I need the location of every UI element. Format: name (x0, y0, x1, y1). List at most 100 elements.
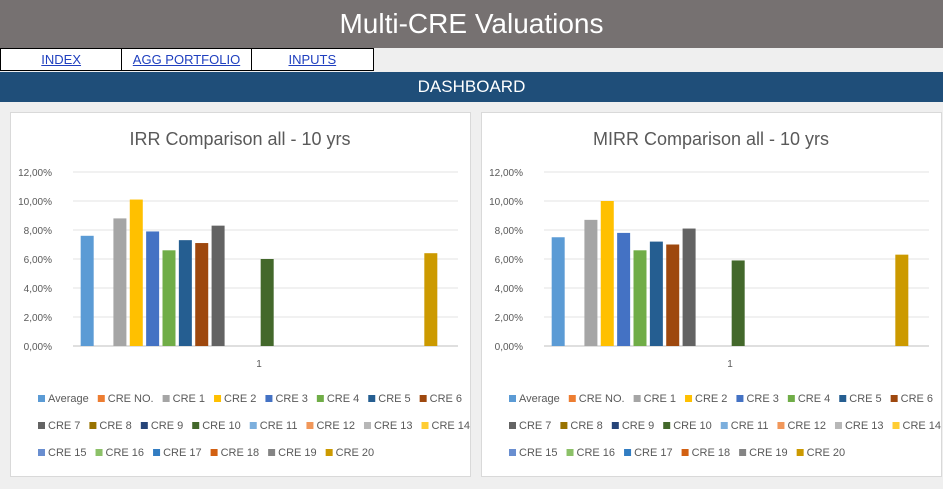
legend-label: CRE 10 (673, 420, 712, 432)
x-tick-label: 1 (256, 359, 262, 370)
legend-swatch (363, 422, 371, 429)
legend-label: CRE 17 (163, 447, 202, 459)
legend-label: CRE 14 (903, 420, 941, 432)
legend-swatch (162, 395, 170, 402)
bar-cre-7 (211, 225, 225, 346)
legend-label: CRE 11 (731, 420, 769, 432)
bar-cre-10 (260, 259, 274, 346)
legend-label: CRE NO. (579, 393, 625, 405)
bar-cre-7 (682, 228, 696, 346)
y-tick-label: 12,00% (18, 168, 52, 179)
legend-swatch (192, 422, 200, 429)
legend-swatch (38, 395, 45, 402)
bar-cre-20 (424, 253, 438, 346)
legend-label: CRE 18 (221, 447, 260, 459)
y-tick-label: 0,00% (24, 342, 52, 353)
legend-swatch (89, 422, 97, 429)
legend-label: CRE 20 (336, 447, 375, 459)
bar-cre-5 (649, 241, 663, 346)
legend-swatch (720, 422, 728, 429)
bar-cre-10 (731, 260, 745, 346)
chart-title: IRR Comparison all - 10 yrs (129, 129, 350, 149)
y-tick-label: 6,00% (24, 255, 52, 266)
nav-bar: INDEX AGG PORTFOLIO INPUTS (0, 48, 374, 71)
x-tick-label: 1 (727, 359, 733, 370)
legend-label: CRE 15 (48, 447, 87, 459)
legend-label: CRE 2 (695, 393, 727, 405)
legend-label: CRE 5 (849, 393, 881, 405)
legend-swatch (140, 422, 148, 429)
legend-label: Average (48, 393, 89, 405)
legend-label: CRE 20 (807, 447, 846, 459)
legend-label: CRE 6 (901, 393, 933, 405)
legend-swatch (787, 395, 795, 402)
legend-swatch (153, 449, 161, 456)
legend-label: CRE 7 (519, 420, 551, 432)
legend-swatch (568, 395, 576, 402)
bar-cre-2 (600, 201, 614, 346)
nav-link-inputs[interactable]: INPUTS (288, 52, 337, 67)
legend-label: CRE 12 (787, 420, 826, 432)
legend-swatch (624, 449, 632, 456)
legend-swatch (509, 422, 516, 429)
bar-cre-1 (584, 219, 598, 346)
legend-label: CRE 13 (374, 420, 413, 432)
legend-swatch (419, 395, 427, 402)
bar-cre-6 (195, 243, 209, 346)
y-tick-label: 8,00% (495, 226, 523, 237)
legend-label: CRE 19 (749, 447, 788, 459)
bar-cre-20 (895, 254, 909, 346)
legend-swatch (777, 422, 785, 429)
bar-average (551, 237, 565, 346)
legend-label: CRE 8 (99, 420, 131, 432)
legend-swatch (611, 422, 619, 429)
legend-label: CRE 11 (260, 420, 298, 432)
legend-label: CRE 9 (622, 420, 654, 432)
legend-swatch (249, 422, 257, 429)
legend-label: CRE 5 (378, 393, 410, 405)
nav-link-index[interactable]: INDEX (1, 49, 123, 70)
legend-label: CRE 13 (845, 420, 884, 432)
legend-swatch (839, 395, 847, 402)
legend-swatch (566, 449, 574, 456)
y-tick-label: 4,00% (495, 284, 523, 295)
legend-label: CRE 14 (432, 420, 470, 432)
legend-swatch (834, 422, 842, 429)
legend-label: CRE 1 (644, 393, 676, 405)
legend-swatch (736, 395, 744, 402)
y-tick-label: 12,00% (489, 168, 523, 179)
legend-swatch (633, 395, 641, 402)
legend-swatch (739, 449, 747, 456)
bar-cre-3 (146, 231, 160, 346)
y-tick-label: 10,00% (489, 197, 523, 208)
legend-label: CRE 16 (577, 447, 616, 459)
legend-label: CRE 8 (570, 420, 602, 432)
legend-label: CRE 16 (106, 447, 145, 459)
legend-swatch (325, 449, 333, 456)
y-tick-label: 10,00% (18, 197, 52, 208)
legend-swatch (681, 449, 689, 456)
irr-chart: IRR Comparison all - 10 yrs 0,00% 2,00% 4,0… (18, 129, 470, 459)
legend-label: CRE 7 (48, 420, 80, 432)
legend-swatch (890, 395, 898, 402)
legend-swatch (685, 395, 693, 402)
y-tick-label: 2,00% (24, 313, 52, 324)
legend-swatch (265, 395, 273, 402)
dashboard-header: DASHBOARD (0, 72, 943, 102)
legend-label: CRE 3 (746, 393, 778, 405)
legend-label: CRE 3 (275, 393, 307, 405)
legend-label: CRE 1 (173, 393, 205, 405)
y-tick-label: 2,00% (495, 313, 523, 324)
bar-cre-4 (162, 250, 176, 346)
legend-label: CRE 15 (519, 447, 558, 459)
legend-label: Average (519, 393, 560, 405)
legend-swatch (663, 422, 671, 429)
y-tick-label: 0,00% (495, 342, 523, 353)
bar-cre-6 (666, 244, 680, 346)
app-title: Multi-CRE Valuations (0, 0, 943, 48)
legend-label: CRE 2 (224, 393, 256, 405)
nav-link-agg-portfolio[interactable]: AGG PORTFOLIO (122, 49, 252, 70)
legend-label: CRE 12 (316, 420, 355, 432)
legend-swatch (95, 449, 103, 456)
bar-cre-4 (633, 250, 647, 346)
